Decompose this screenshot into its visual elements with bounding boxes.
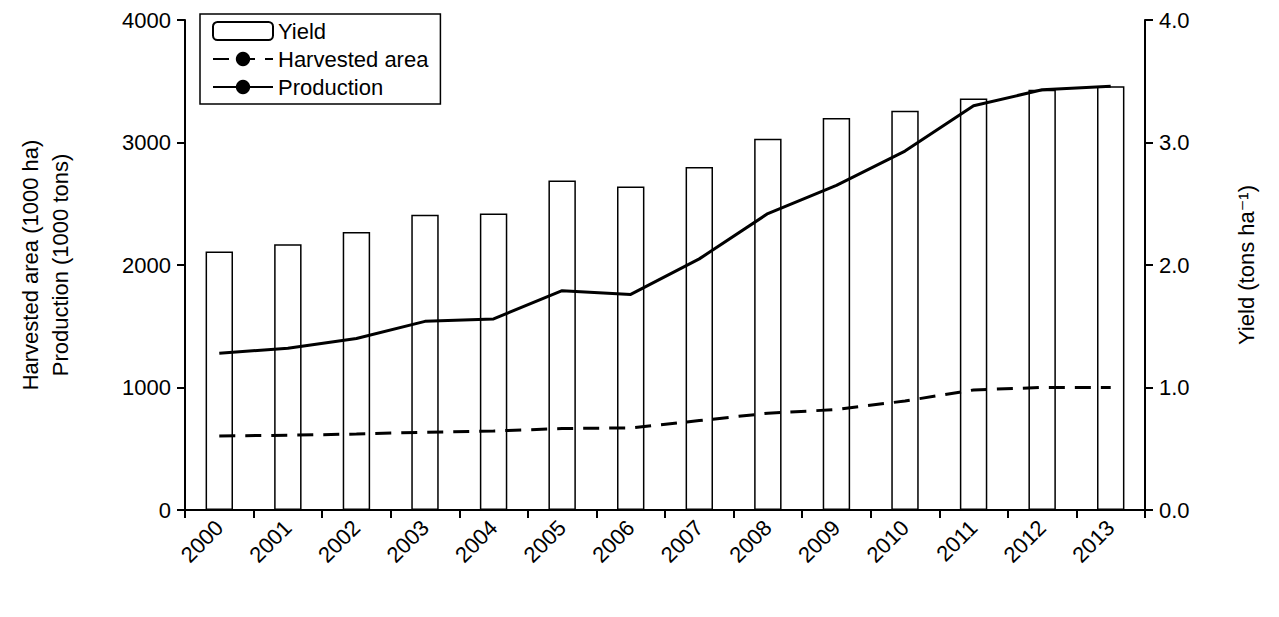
svg-text:1.0: 1.0 [1159, 375, 1190, 400]
svg-text:2000: 2000 [122, 253, 171, 278]
svg-text:Harvested area: Harvested area [278, 47, 429, 72]
svg-text:4.0: 4.0 [1159, 8, 1190, 33]
svg-text:Yield: Yield [278, 19, 326, 44]
svg-text:2.0: 2.0 [1159, 253, 1190, 278]
svg-text:2012: 2012 [999, 515, 1051, 567]
svg-text:Yield (tons ha⁻¹): Yield (tons ha⁻¹) [1234, 185, 1259, 345]
svg-text:2006: 2006 [587, 515, 639, 567]
svg-text:0: 0 [159, 498, 171, 523]
svg-text:2000: 2000 [176, 515, 228, 567]
svg-text:Production: Production [278, 75, 383, 100]
svg-text:2002: 2002 [313, 515, 365, 567]
svg-text:2010: 2010 [862, 515, 914, 567]
svg-text:2008: 2008 [724, 515, 776, 567]
svg-text:3000: 3000 [122, 130, 171, 155]
svg-text:1000: 1000 [122, 375, 171, 400]
svg-text:3.0: 3.0 [1159, 130, 1190, 155]
svg-text:2004: 2004 [450, 515, 502, 567]
svg-text:2011: 2011 [931, 515, 982, 566]
svg-text:2003: 2003 [382, 515, 434, 567]
svg-text:Production (1000 tons): Production (1000 tons) [48, 154, 73, 377]
svg-text:2013: 2013 [1067, 515, 1119, 567]
svg-text:0.0: 0.0 [1159, 498, 1190, 523]
svg-text:2009: 2009 [793, 515, 845, 567]
svg-text:2007: 2007 [656, 515, 708, 567]
svg-text:Harvested area (1000 ha): Harvested area (1000 ha) [18, 140, 43, 391]
svg-text:2001: 2001 [244, 515, 296, 567]
svg-text:2005: 2005 [519, 515, 571, 567]
svg-text:4000: 4000 [122, 8, 171, 33]
